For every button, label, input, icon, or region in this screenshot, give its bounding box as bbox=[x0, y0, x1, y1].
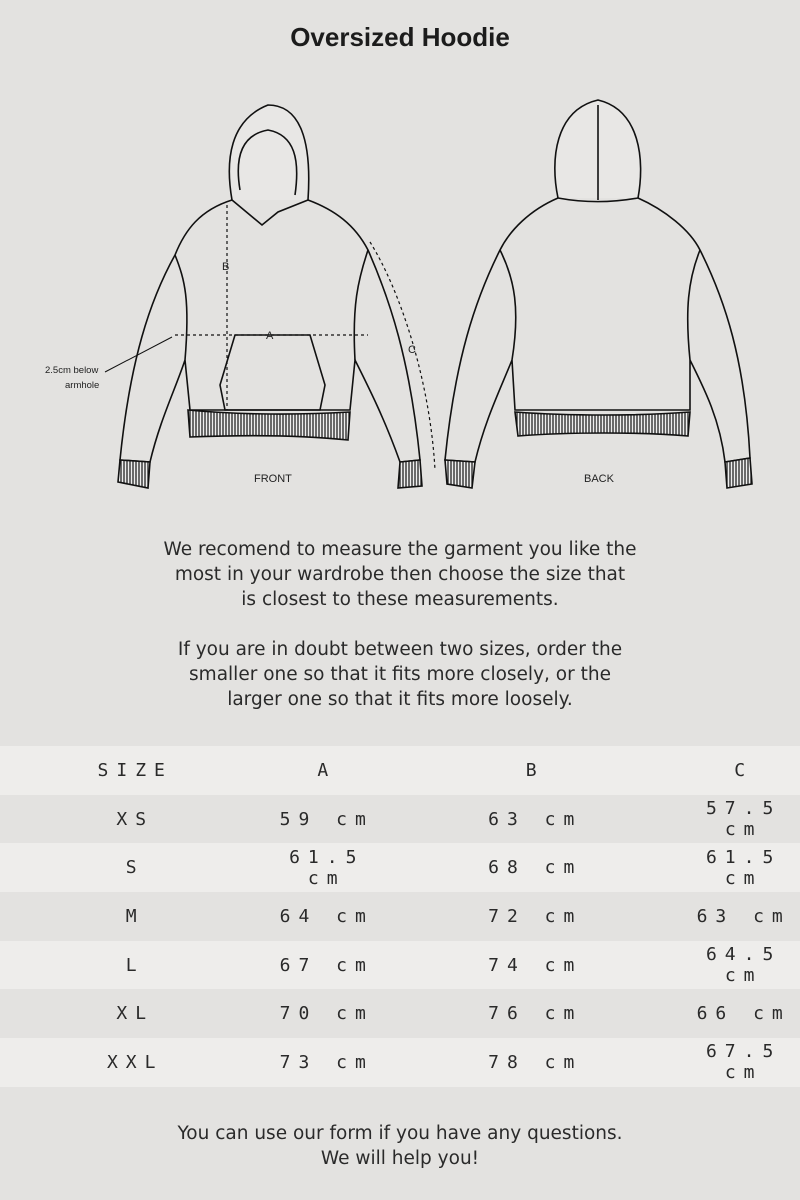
table-row: XS 59 cm 63 cm 57.5 cm bbox=[0, 794, 800, 844]
value-cell: 64 cm bbox=[279, 905, 374, 927]
size-table: SIZE A B C XS 59 cm 63 cm 57.5 cm S 61.5 cm 6… bbox=[0, 746, 800, 1087]
intro-line: We recomend to measure the garment you l… bbox=[163, 539, 637, 560]
size-cell: XL bbox=[116, 1003, 155, 1025]
size-cell: L bbox=[125, 954, 145, 976]
value-cell: 72 cm bbox=[488, 905, 583, 927]
footer-line: You can use our form if you have any que… bbox=[177, 1123, 623, 1144]
armhole-note-line1: 2.5cm below bbox=[45, 365, 98, 376]
size-cell: M bbox=[125, 905, 145, 927]
value-cell: 76 cm bbox=[488, 1003, 583, 1025]
header-cell: C bbox=[734, 759, 754, 781]
marker-c: C bbox=[408, 344, 416, 356]
intro-paragraph-2: If you are in doubt between two sizes, o… bbox=[0, 637, 800, 712]
intro-paragraph-1: We recomend to measure the garment you l… bbox=[0, 537, 800, 612]
size-cell: XS bbox=[116, 808, 155, 830]
value-cell: 63 cm bbox=[488, 808, 583, 830]
armhole-note-line2: armhole bbox=[65, 380, 99, 391]
table-header-row: SIZE A B C bbox=[0, 746, 800, 795]
table-row: L 67 cm 74 cm 64.5 cm bbox=[0, 940, 800, 990]
value-cell: 70 cm bbox=[279, 1003, 374, 1025]
footer-line: We will help you! bbox=[320, 1148, 480, 1169]
marker-a: A bbox=[266, 330, 274, 342]
size-cell: XXL bbox=[106, 1051, 164, 1073]
footer-text: You can use our form if you have any que… bbox=[0, 1121, 800, 1171]
intro-line: most in your wardrobe then choose the si… bbox=[174, 564, 626, 585]
size-cell: S bbox=[125, 857, 145, 879]
intro-line: is closest to these measurements. bbox=[241, 589, 559, 610]
front-label: FRONT bbox=[254, 473, 292, 485]
value-cell: 67.5 cm bbox=[705, 1041, 782, 1084]
value-cell: 67 cm bbox=[279, 954, 374, 976]
hoodie-front bbox=[104, 104, 436, 489]
intro-line: smaller one so that it fits more closely… bbox=[189, 664, 611, 685]
value-cell: 66 cm bbox=[696, 1003, 791, 1025]
header-cell: B bbox=[525, 759, 545, 781]
value-cell: 59 cm bbox=[279, 808, 374, 830]
table-row: XXL 73 cm 78 cm 67.5 cm bbox=[0, 1038, 800, 1087]
value-cell: 74 cm bbox=[488, 954, 583, 976]
header-cell: A bbox=[317, 759, 337, 781]
table-row: M 64 cm 72 cm 63 cm bbox=[0, 892, 800, 941]
table-row: S 61.5 cm 68 cm 61.5 cm bbox=[0, 843, 800, 893]
value-cell: 61.5 cm bbox=[705, 846, 782, 889]
table-row: XL 70 cm 76 cm 66 cm bbox=[0, 989, 800, 1039]
hoodie-back bbox=[444, 99, 753, 489]
value-cell: 63 cm bbox=[696, 905, 791, 927]
value-cell: 73 cm bbox=[279, 1051, 374, 1073]
value-cell: 61.5 cm bbox=[289, 846, 365, 889]
value-cell: 64.5 cm bbox=[705, 944, 782, 987]
page-title: Oversized Hoodie bbox=[290, 22, 510, 52]
intro-line: If you are in doubt between two sizes, o… bbox=[177, 639, 623, 660]
header-cell: SIZE bbox=[97, 759, 173, 781]
back-label: BACK bbox=[584, 473, 615, 485]
value-cell: 68 cm bbox=[488, 857, 583, 879]
marker-b: B bbox=[222, 261, 229, 273]
value-cell: 57.5 cm bbox=[705, 798, 782, 841]
hoodie-illustration: B A C 2.5cm below armhole FRONT BACK bbox=[45, 99, 753, 489]
value-cell: 78 cm bbox=[488, 1051, 583, 1073]
intro-line: larger one so that it fits more loosely. bbox=[227, 689, 573, 710]
